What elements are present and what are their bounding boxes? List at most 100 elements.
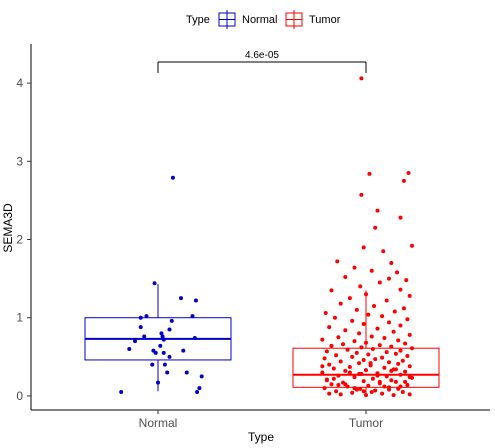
point-tumor: [387, 360, 391, 365]
point-tumor: [336, 382, 341, 387]
point-normal: [199, 374, 204, 379]
point-tumor: [407, 375, 412, 380]
point-tumor: [361, 389, 366, 394]
point-tumor: [387, 320, 391, 325]
point-normal: [165, 370, 170, 375]
point-tumor: [366, 383, 371, 388]
point-tumor: [324, 349, 329, 354]
point-tumor: [391, 393, 396, 398]
y-tick-label: 3: [16, 154, 23, 168]
point-tumor: [398, 384, 403, 389]
legend-key-normal: [218, 10, 236, 29]
point-tumor: [361, 357, 366, 362]
point-normal: [142, 334, 147, 339]
point-tumor: [400, 358, 405, 363]
point-normal: [127, 347, 132, 351]
legend-title: Type: [186, 14, 210, 26]
point-tumor: [368, 361, 373, 366]
pvalue-label: 4.6e-05: [245, 50, 279, 61]
point-normal: [184, 370, 189, 375]
point-tumor: [389, 368, 394, 373]
point-normal: [153, 350, 158, 355]
point-tumor: [387, 387, 391, 392]
point-tumor: [345, 347, 350, 352]
point-tumor: [322, 356, 327, 361]
point-tumor: [370, 376, 375, 381]
y-tick-label: 1: [16, 311, 23, 325]
point-tumor: [354, 307, 359, 312]
point-tumor: [393, 351, 398, 356]
point-normal: [161, 337, 166, 342]
point-tumor: [373, 225, 378, 230]
point-tumor: [320, 337, 325, 342]
x-axis-title: Type: [248, 430, 274, 444]
point-tumor: [384, 374, 389, 379]
point-tumor: [347, 370, 352, 375]
point-normal: [152, 281, 157, 286]
point-normal: [161, 350, 166, 355]
point-tumor: [375, 373, 380, 378]
point-tumor: [380, 314, 385, 319]
point-normal: [167, 327, 172, 332]
point-tumor: [359, 192, 364, 197]
point-tumor: [398, 348, 403, 353]
point-tumor: [361, 321, 366, 326]
point-tumor: [389, 344, 394, 349]
point-normal: [193, 298, 198, 303]
point-normal: [159, 331, 164, 336]
point-normal: [138, 325, 143, 330]
point-tumor: [358, 284, 363, 289]
point-tumor: [407, 364, 412, 369]
point-tumor: [359, 345, 364, 350]
point-tumor: [398, 215, 403, 220]
point-tumor: [343, 382, 348, 387]
point-tumor: [382, 336, 387, 341]
point-tumor: [370, 347, 375, 351]
point-tumor: [334, 353, 339, 358]
point-tumor: [380, 391, 385, 396]
point-tumor: [352, 375, 357, 380]
point-tumor: [320, 364, 325, 369]
point-tumor: [398, 372, 403, 377]
point-tumor: [395, 270, 400, 275]
x-axis-ticks: Normal Tumor: [139, 410, 383, 430]
point-tumor: [377, 280, 382, 285]
point-tumor: [350, 390, 355, 395]
point-tumor: [382, 384, 387, 389]
plot-area: [84, 76, 440, 398]
legend-label-tumor: Tumor: [309, 14, 341, 26]
point-tumor: [393, 379, 398, 384]
point-tumor: [357, 372, 362, 377]
point-tumor: [364, 368, 368, 373]
point-tumor: [380, 355, 385, 360]
point-tumor: [392, 309, 397, 314]
point-tumor: [332, 315, 337, 320]
point-tumor: [338, 359, 343, 364]
point-tumor: [384, 350, 389, 355]
point-normal: [197, 386, 202, 391]
point-tumor: [403, 379, 408, 384]
point-normal: [169, 318, 174, 323]
point-normal: [119, 390, 124, 395]
point-tumor: [331, 376, 336, 381]
point-normal: [160, 334, 165, 339]
point-tumor: [410, 243, 414, 248]
point-tumor: [410, 346, 414, 351]
point-tumor: [403, 341, 408, 346]
point-normal: [192, 336, 197, 341]
point-tumor: [352, 386, 357, 391]
legend: Type Normal Tumor: [186, 10, 341, 29]
y-axis-title: SEMA3D: [1, 203, 15, 253]
series-normal: [84, 175, 232, 395]
point-normal: [195, 390, 200, 395]
point-tumor: [377, 379, 382, 384]
point-tumor: [377, 343, 382, 348]
point-tumor: [369, 334, 374, 339]
x-tick-label: Tumor: [349, 416, 383, 430]
point-tumor: [354, 350, 359, 355]
point-tumor: [347, 364, 352, 369]
point-normal: [190, 314, 195, 319]
point-tumor: [375, 208, 380, 213]
point-tumor: [350, 318, 355, 323]
y-tick-label: 2: [16, 233, 23, 247]
